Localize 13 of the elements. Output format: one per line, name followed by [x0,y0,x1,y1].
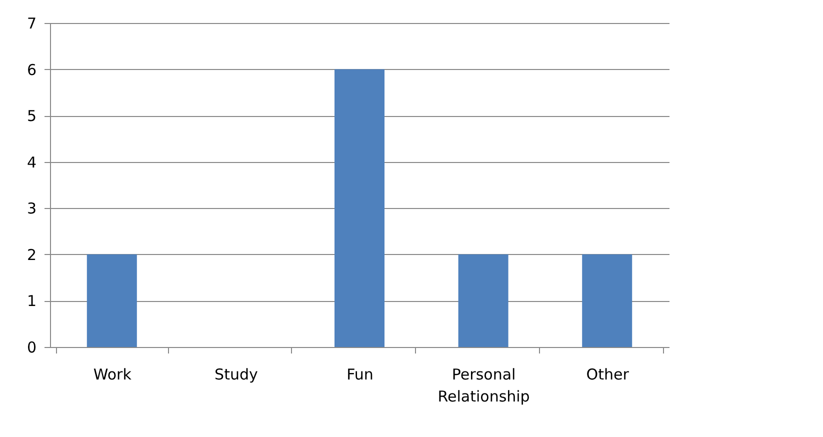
y-tick-label: 7 [26,14,36,32]
y-tick-label: 5 [26,107,36,126]
x-tick-label: Fun [346,366,374,384]
y-tick-label: 0 [26,338,36,356]
y-tick-label: 4 [26,153,36,172]
y-tick-label: 2 [26,246,36,264]
x-tick-label: Personal Relationship [438,366,530,406]
y-tick-label: 1 [26,292,36,310]
x-tick-label: Work [93,366,132,384]
y-tick-label: 3 [26,200,36,218]
y-tick-label: 6 [26,60,36,79]
x-tick-label: Other [586,366,630,384]
x-tick-label: Study [214,366,258,384]
